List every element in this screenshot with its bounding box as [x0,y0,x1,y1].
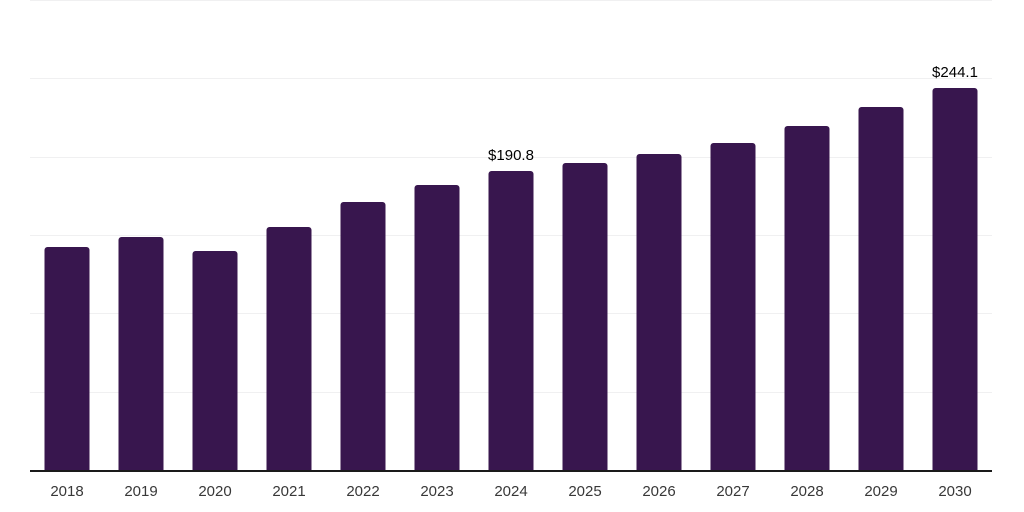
bar-2024[interactable] [488,171,534,470]
gridline-250 [30,78,992,80]
x-tick-2020: 2020 [198,483,232,500]
bar-2021[interactable] [266,226,312,470]
bar-slot-2024: $190.8 [474,0,548,470]
bar-2026[interactable] [636,153,682,470]
bar-slot-2030: $244.1 [918,0,992,470]
bars-row: $190.8 $244.1 [30,0,992,470]
x-tick-2024: 2024 [494,483,528,500]
x-tick-2029: 2029 [864,483,898,500]
bar-slot-2020 [178,0,252,470]
bar-slot-2027 [696,0,770,470]
x-tick-2021: 2021 [272,483,306,500]
bar-slot-2022 [326,0,400,470]
bar-slot-2021 [252,0,326,470]
bar-slot-2018 [30,0,104,470]
bar-2028[interactable] [784,126,830,470]
x-tick-2030: 2030 [938,483,972,500]
x-tick-2019: 2019 [124,483,158,500]
bar-slot-2029 [844,0,918,470]
x-tick-2018: 2018 [50,483,84,500]
plot-area: $190.8 $244.1 [30,0,992,472]
bar-2025[interactable] [562,162,608,470]
bar-2027[interactable] [710,142,756,470]
bar-2019[interactable] [118,236,164,470]
x-tick-2027: 2027 [716,483,750,500]
bar-2029[interactable] [858,107,904,470]
bar-2020[interactable] [192,250,238,470]
bar-slot-2025 [548,0,622,470]
bar-2030[interactable] [932,87,978,470]
bar-slot-2026 [622,0,696,470]
value-label-2030: $244.1 [932,63,978,81]
bar-2018[interactable] [44,246,90,470]
x-tick-2028: 2028 [790,483,824,500]
gridline-200 [30,156,992,158]
x-tick-2023: 2023 [420,483,454,500]
x-tick-2026: 2026 [642,483,676,500]
bar-slot-2023 [400,0,474,470]
bar-2022[interactable] [340,202,386,470]
bar-2023[interactable] [414,185,460,470]
x-tick-2022: 2022 [346,483,380,500]
x-tick-2025: 2025 [568,483,602,500]
x-axis-line [30,470,992,472]
x-axis-labels: 2018 2019 2020 2021 2022 2023 2024 2025 2026 2027… [30,484,992,499]
value-label-2024: $190.8 [488,147,534,165]
bar-slot-2028 [770,0,844,470]
bar-slot-2019 [104,0,178,470]
gridline-300 [30,0,992,1]
